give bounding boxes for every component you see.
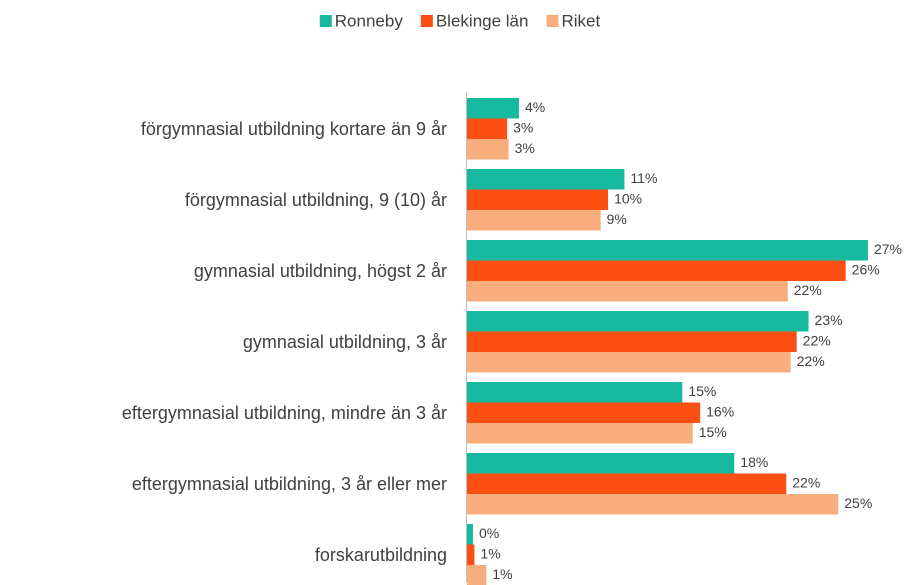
category-label: gymnasial utbildning, högst 2 år (194, 261, 447, 281)
value-label: 10% (614, 190, 642, 206)
legend-swatch (546, 15, 559, 27)
value-label: 4% (525, 99, 545, 115)
value-label: 22% (797, 353, 825, 369)
value-label: 16% (706, 403, 734, 419)
value-label: 3% (515, 140, 535, 156)
bar (467, 311, 809, 332)
legend-swatch (319, 15, 332, 27)
bar (467, 169, 625, 190)
category-label: eftergymnasial utbildning, 3 år eller me… (132, 474, 447, 494)
legend-label: Blekinge län (436, 11, 529, 30)
bar (467, 473, 787, 494)
category-label: eftergymnasial utbildning, mindre än 3 å… (122, 403, 447, 423)
category-label: förgymnasial utbildning, 9 (10) år (185, 190, 447, 210)
value-label: 9% (607, 211, 627, 227)
bar (467, 98, 519, 119)
bar (467, 331, 797, 352)
legend-swatch (420, 15, 433, 27)
value-label: 26% (852, 261, 880, 277)
bar (467, 382, 683, 403)
value-label: 15% (688, 383, 716, 399)
bar (467, 494, 839, 515)
value-label: 1% (480, 545, 500, 561)
value-label: 22% (794, 282, 822, 298)
bar (467, 260, 846, 281)
value-label: 11% (630, 170, 657, 186)
value-label: 25% (844, 495, 872, 511)
bar (467, 544, 475, 565)
bar (467, 139, 509, 160)
bar (467, 524, 473, 545)
value-label: 27% (874, 241, 902, 257)
bar (467, 240, 868, 261)
value-label: 1% (492, 566, 512, 582)
value-label: 18% (740, 454, 768, 470)
value-label: 0% (479, 525, 499, 541)
bar (467, 423, 693, 444)
bar (467, 565, 487, 585)
legend-label: Ronneby (335, 11, 404, 30)
bar (467, 352, 791, 373)
bar (467, 189, 609, 210)
value-label: 23% (815, 312, 843, 328)
bar (467, 453, 735, 474)
category-label: förgymnasial utbildning kortare än 9 år (141, 119, 447, 139)
value-label: 22% (792, 474, 820, 490)
bar (467, 118, 508, 139)
value-label: 15% (699, 424, 727, 440)
category-label: forskarutbildning (315, 545, 447, 565)
category-label: gymnasial utbildning, 3 år (243, 332, 447, 352)
value-label: 22% (803, 332, 831, 348)
bar (467, 281, 788, 302)
value-label: 3% (513, 119, 533, 135)
bar (467, 402, 701, 423)
bar (467, 210, 601, 231)
legend-label: Riket (561, 11, 600, 30)
